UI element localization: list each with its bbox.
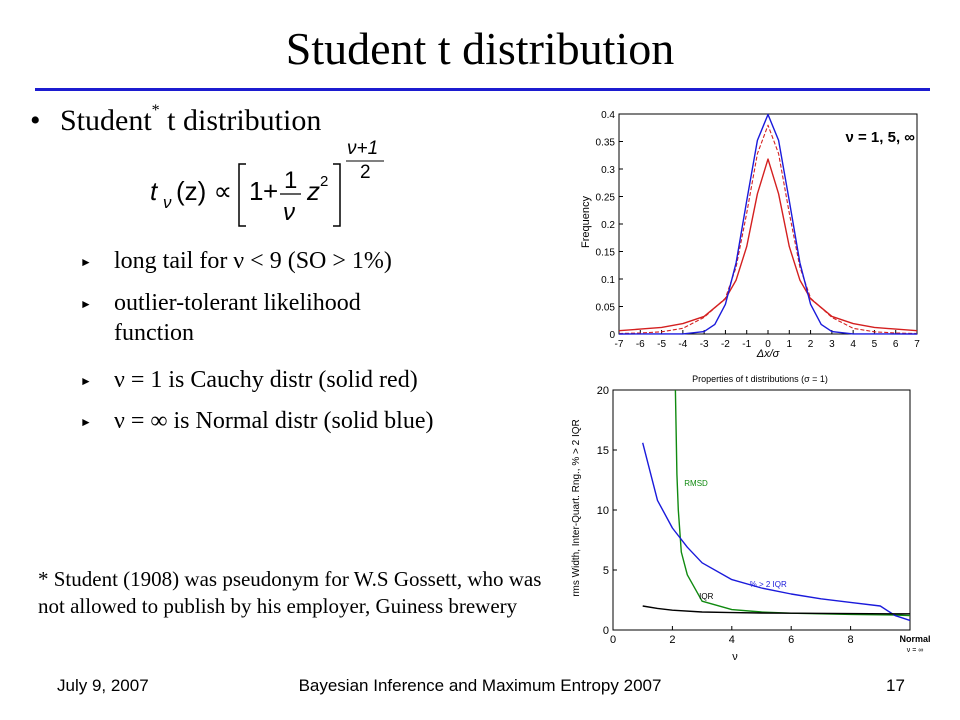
footnote-marker: *	[151, 102, 160, 119]
exp-numerator: ν+1	[347, 138, 378, 159]
y-tick-label: 0.2	[601, 220, 615, 231]
normal-label: Normal	[899, 634, 930, 644]
main-bullet: • Student* t distribution	[30, 102, 322, 138]
sub-bullet-4: ► ν = ∞ is Normal distr (solid blue)	[80, 406, 433, 437]
x-tick-label: 0	[610, 634, 616, 646]
y-tick-label: 0.15	[596, 248, 616, 259]
x-tick-label: -3	[700, 339, 709, 350]
x-tick-label: 5	[872, 339, 878, 350]
x-tick-label: 4	[850, 339, 856, 350]
x-tick-label: 2	[808, 339, 814, 350]
series-line-rmsd	[674, 389, 911, 617]
x-tick-label: -1	[742, 339, 751, 350]
frac-denominator: ν	[283, 199, 295, 226]
triangle-bullet-icon: ►	[80, 415, 92, 430]
series-label: % > 2 IQR	[750, 580, 787, 589]
y-tick-label: 10	[597, 505, 609, 517]
x-tick-label: 6	[893, 339, 899, 350]
x-axis-label: ν	[732, 651, 738, 663]
footer-conference: Bayesian Inference and Maximum Entropy 2…	[298, 676, 662, 695]
series-line-solid-blue	[618, 113, 918, 335]
normal-sublabel: ν = ∞	[907, 647, 923, 654]
x-tick-label: -2	[721, 339, 730, 350]
sub-bullet-2: ► outlier-tolerant likelihood function	[80, 288, 440, 348]
triangle-bullet-icon: ►	[80, 297, 92, 312]
formula-plus: +	[263, 176, 278, 206]
series-label: RMSD	[684, 479, 708, 488]
y-tick-label: 0.25	[596, 193, 616, 204]
y-tick-label: 0.05	[596, 303, 616, 314]
slide-title: Student t distribution	[285, 23, 675, 74]
slide-number: 17	[886, 676, 905, 695]
x-tick-label: 0	[765, 339, 771, 350]
x-tick-label: -6	[636, 339, 645, 350]
chart-title: Properties of t distributions (σ = 1)	[692, 374, 828, 384]
frac-numerator: 1	[284, 167, 297, 194]
t-properties-chart: Properties of t distributions (σ = 1) rm…	[571, 374, 931, 663]
sub-bullet-text: ν = 1 is Cauchy distr (solid red)	[114, 367, 418, 393]
series-line--2-iqr	[642, 442, 911, 622]
main-bullet-text-rest: t distribution	[159, 104, 322, 137]
x-tick-label: 4	[729, 634, 735, 646]
right-bracket	[333, 163, 341, 227]
title-divider	[35, 88, 930, 91]
t-distribution-formula: t ν (z) ∝ 1 + 1 ν z 2 ν+1 2	[150, 138, 384, 227]
main-bullet-text: Student	[60, 104, 152, 137]
formula-nu-sub: ν	[163, 193, 172, 212]
plot-frame	[618, 113, 918, 335]
x-tick-label: -5	[657, 339, 666, 350]
y-axis-label: Frequency	[580, 196, 592, 248]
sub-bullet-text: ν = ∞ is Normal distr (solid blue)	[114, 408, 434, 434]
y-tick-label: 5	[603, 565, 609, 577]
series-line-dashed-red	[618, 124, 918, 335]
y-tick-label: 15	[597, 445, 609, 457]
formula-arg: (z) ∝	[176, 176, 232, 206]
formula-z-exp: 2	[320, 173, 328, 190]
triangle-bullet-icon: ►	[80, 374, 92, 389]
bullet-dot: •	[30, 104, 41, 137]
x-tick-label: -7	[615, 339, 624, 350]
y-tick-label: 0.1	[601, 275, 615, 286]
series-line-iqr	[642, 605, 910, 615]
t-density-chart: Frequency Δx/σ ν = 1, 5, ∞ -7 -6 -5 -4 -3 -2 -…	[580, 110, 920, 360]
y-tick-label: 0.35	[596, 138, 616, 149]
formula-z: z	[306, 176, 320, 206]
exp-denominator: 2	[360, 162, 371, 183]
y-axis-label: rms Width, Inter-Quart. Rng., % > 2 IQR	[571, 419, 582, 597]
y-tick-label: 20	[597, 385, 609, 397]
y-tick-label: 0	[603, 625, 609, 637]
nu-annotation: ν = 1, 5, ∞	[846, 129, 916, 146]
x-tick-label: 8	[848, 634, 854, 646]
y-tick-label: 0.4	[601, 110, 615, 121]
left-bracket	[238, 163, 246, 227]
series-line-solid-red	[618, 158, 918, 332]
x-tick-label: 1	[787, 339, 793, 350]
triangle-bullet-icon: ►	[80, 255, 92, 270]
footer-date: July 9, 2007	[57, 676, 149, 695]
plot-frame	[612, 389, 911, 631]
series-label: IQR	[699, 592, 713, 601]
x-tick-label: 7	[914, 339, 920, 350]
y-tick-label: 0.3	[601, 165, 615, 176]
sub-bullet-text: long tail for ν < 9 (SO > 1%)	[114, 248, 392, 274]
x-tick-label: 2	[669, 634, 675, 646]
footnote: * Student (1908) was pseudonym for W.S G…	[38, 567, 542, 618]
y-tick-label: 0	[609, 330, 615, 341]
sub-bullet-3: ► ν = 1 is Cauchy distr (solid red)	[80, 365, 418, 396]
sub-bullet-text: outlier-tolerant likelihood function	[114, 290, 361, 346]
x-tick-label: -4	[678, 339, 687, 350]
x-tick-label: 3	[829, 339, 835, 350]
x-tick-label: 6	[788, 634, 794, 646]
x-axis-label: Δx/σ	[756, 348, 780, 360]
formula-t: t	[150, 176, 159, 206]
sub-bullet-1: ► long tail for ν < 9 (SO > 1%)	[80, 246, 392, 277]
formula-one: 1	[249, 176, 263, 206]
